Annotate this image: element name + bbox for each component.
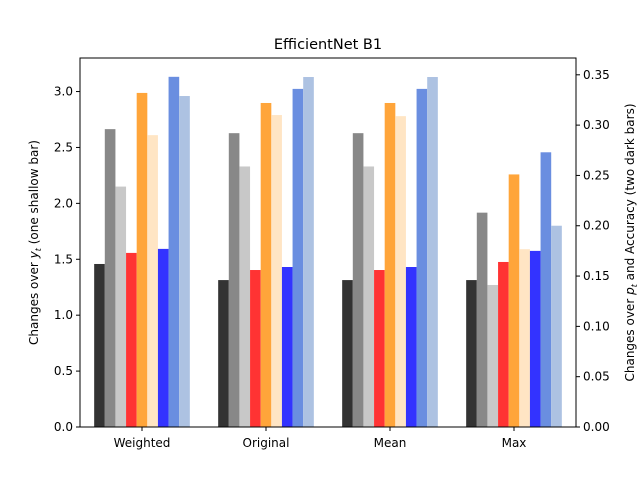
bar-weighted-series-6 xyxy=(147,135,158,427)
bar-mean-series-9 xyxy=(427,77,438,427)
bar-original-series-3 xyxy=(239,166,251,427)
bar-max-series-4 xyxy=(498,261,509,427)
bar-mean-series-1 xyxy=(342,280,353,427)
bar-weighted-series-7 xyxy=(157,248,169,427)
right-tick-label: 0.35 xyxy=(583,68,610,82)
right-tick-label: 0.00 xyxy=(583,420,610,434)
bar-weighted-series-3 xyxy=(115,186,127,427)
left-y-axis: 0.0 0.5 1.0 1.5 2.0 2.5 3.0 xyxy=(54,85,80,434)
bar-original-series-1 xyxy=(218,280,229,427)
chart-title: EfficientNet B1 xyxy=(274,37,382,53)
x-tick-label-max: Max xyxy=(502,436,527,450)
right-y-axis: 0.00 0.05 0.10 0.15 0.20 0.25 0.30 0.35 xyxy=(576,68,610,434)
bar-original-series-9 xyxy=(303,77,314,427)
right-tick-label: 0.20 xyxy=(583,219,610,233)
bar-mean-series-2 xyxy=(352,133,364,428)
right-tick-label: 0.15 xyxy=(583,269,610,283)
bar-mean-series-6 xyxy=(395,116,406,428)
bar-max-series-7 xyxy=(529,250,541,427)
x-tick-label-original: Original xyxy=(243,436,290,450)
bar-original-series-5 xyxy=(260,102,272,427)
bar-weighted-series-5 xyxy=(136,92,148,428)
left-tick-label: 1.5 xyxy=(54,252,73,266)
bar-max-series-6 xyxy=(519,249,530,427)
x-axis: Weighted Original Mean Max xyxy=(114,427,527,450)
x-tick-label-weighted: Weighted xyxy=(114,436,171,450)
bar-original-series-4 xyxy=(250,270,261,427)
bars xyxy=(94,76,562,428)
left-tick-label: 0.5 xyxy=(54,364,73,378)
left-tick-label: 2.5 xyxy=(54,140,73,154)
bar-max-series-1 xyxy=(466,280,477,427)
right-y-axis-label: Changes over pt and Accuracy (two dark b… xyxy=(623,103,639,381)
left-tick-label: 0.0 xyxy=(54,420,73,434)
left-tick-label: 1.0 xyxy=(54,308,73,322)
bar-weighted-series-2 xyxy=(104,129,116,427)
left-tick-label: 2.0 xyxy=(54,196,73,210)
bar-original-series-7 xyxy=(281,267,293,427)
bar-max-series-2 xyxy=(476,212,488,427)
bar-max-series-3 xyxy=(487,284,499,427)
bar-mean-series-8 xyxy=(416,88,428,427)
x-tick-label-mean: Mean xyxy=(374,436,407,450)
left-tick-label: 3.0 xyxy=(54,85,73,99)
bar-original-series-8 xyxy=(292,88,304,427)
bar-max-series-5 xyxy=(508,174,520,427)
bar-max-series-8 xyxy=(540,152,552,428)
bar-weighted-series-8 xyxy=(168,76,180,427)
right-tick-label: 0.30 xyxy=(583,118,610,132)
bar-weighted-series-9 xyxy=(179,96,190,428)
bar-max-series-9 xyxy=(551,225,562,427)
left-y-axis-label: Changes over yt (one shallow bar) xyxy=(27,140,43,345)
bar-weighted-series-4 xyxy=(126,252,137,427)
bar-mean-series-5 xyxy=(384,102,396,427)
bar-original-series-6 xyxy=(271,115,282,427)
bar-mean-series-3 xyxy=(363,166,375,427)
right-tick-label: 0.05 xyxy=(583,370,610,384)
right-tick-label: 0.10 xyxy=(583,319,610,333)
plot-frame xyxy=(79,57,577,428)
bar-mean-series-4 xyxy=(374,270,385,427)
right-tick-label: 0.25 xyxy=(583,168,610,182)
bar-mean-series-7 xyxy=(405,267,417,427)
bar-weighted-series-1 xyxy=(94,263,105,427)
bar-original-series-2 xyxy=(228,133,240,428)
